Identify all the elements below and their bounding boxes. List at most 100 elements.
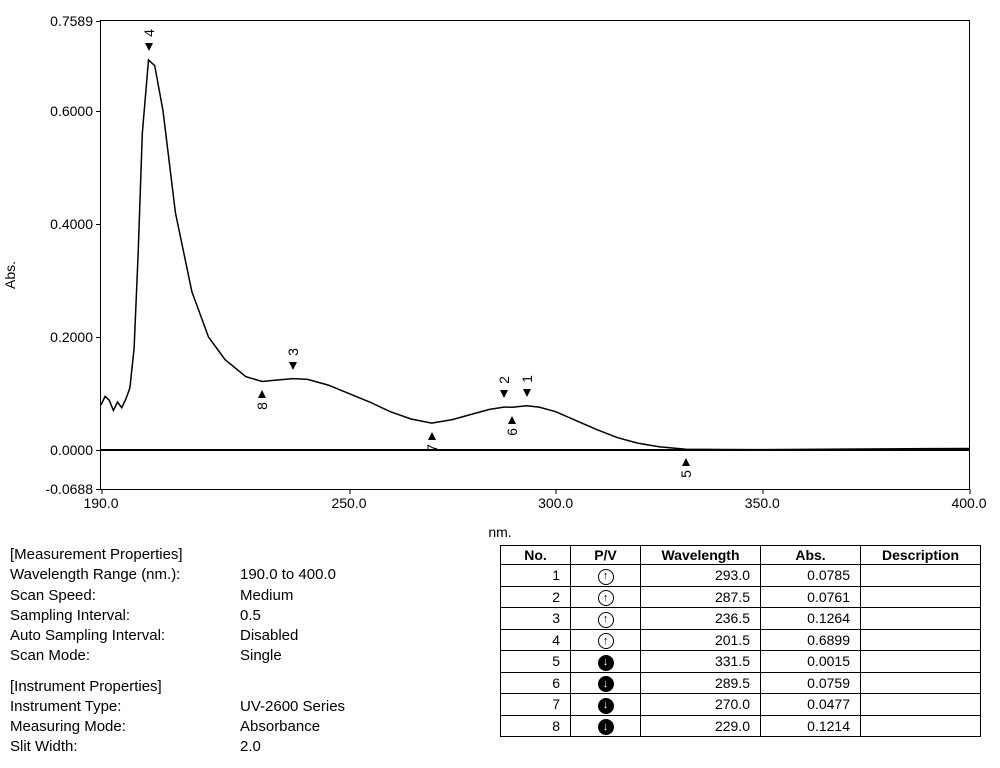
cell-abs: 0.0477 — [761, 694, 861, 716]
y-tick: 0.6000 — [50, 103, 101, 119]
x-tick: 350.0 — [745, 489, 780, 511]
pv-icon: ↓ — [598, 676, 614, 692]
cell-desc — [861, 672, 981, 694]
cell-abs: 0.0759 — [761, 672, 861, 694]
table-header: Wavelength — [641, 546, 761, 565]
properties-panel: [Measurement Properties] Wavelength Rang… — [10, 545, 480, 758]
property-key: Auto Sampling Interval: — [10, 626, 240, 646]
pv-icon: ↑ — [598, 569, 614, 585]
cell-abs: 0.0761 — [761, 586, 861, 608]
y-tick: 0.7589 — [50, 13, 101, 29]
cell-no: 5 — [501, 651, 571, 673]
table-header: Abs. — [761, 546, 861, 565]
cell-wavelength: 287.5 — [641, 586, 761, 608]
cell-abs: 0.0785 — [761, 565, 861, 587]
cell-desc — [861, 565, 981, 587]
cell-desc — [861, 694, 981, 716]
measurement-heading: [Measurement Properties] — [10, 545, 480, 565]
property-value: Medium — [240, 586, 293, 606]
instrument-heading: [Instrument Properties] — [10, 677, 480, 697]
cell-no: 4 — [501, 629, 571, 651]
table-header: Description — [861, 546, 981, 565]
y-tick: 0.4000 — [50, 216, 101, 232]
peak-table: No.P/VWavelengthAbs.Description 1↑293.00… — [500, 545, 981, 737]
cell-pv: ↑ — [571, 629, 641, 651]
cell-pv: ↓ — [571, 694, 641, 716]
property-value: Single — [240, 646, 282, 666]
table-header: No. — [501, 546, 571, 565]
cell-wavelength: 229.0 — [641, 715, 761, 737]
table-row: 6↓289.50.0759 — [501, 672, 981, 694]
cell-desc — [861, 715, 981, 737]
cell-pv: ↑ — [571, 608, 641, 630]
x-axis-label: nm. — [488, 524, 511, 540]
property-key: Instrument Type: — [10, 697, 240, 717]
cell-pv: ↑ — [571, 586, 641, 608]
property-value: 0.5 — [240, 606, 261, 626]
bottom-panel: [Measurement Properties] Wavelength Rang… — [10, 545, 990, 758]
x-tick: 400.0 — [951, 489, 986, 511]
property-row: Measuring Mode:Absorbance — [10, 717, 480, 737]
property-row: Scan Mode:Single — [10, 646, 480, 666]
cell-wavelength: 331.5 — [641, 651, 761, 673]
property-row: Scan Speed:Medium — [10, 586, 480, 606]
cell-no: 3 — [501, 608, 571, 630]
property-value: UV-2600 Series — [240, 697, 345, 717]
y-tick: 0.2000 — [50, 329, 101, 345]
property-key: Slit Width: — [10, 737, 240, 757]
cell-abs: 0.6899 — [761, 629, 861, 651]
property-value: 2.0 — [240, 737, 261, 757]
cell-desc — [861, 608, 981, 630]
pv-icon: ↑ — [598, 590, 614, 606]
y-axis-label: Abs. — [2, 261, 18, 289]
pv-icon: ↑ — [598, 633, 614, 649]
cell-abs: 0.0015 — [761, 651, 861, 673]
cell-desc — [861, 629, 981, 651]
spectrum-chart: Abs. -0.06880.00000.20000.40000.60000.75… — [10, 10, 990, 540]
cell-no: 8 — [501, 715, 571, 737]
table-header: P/V — [571, 546, 641, 565]
cell-pv: ↓ — [571, 651, 641, 673]
table-row: 2 ↑ 287.50.0761 — [501, 586, 981, 608]
cell-pv: ↓ — [571, 715, 641, 737]
property-row: Instrument Type:UV-2600 Series — [10, 697, 480, 717]
table-row: 8 ↓ 229.00.1214 — [501, 715, 981, 737]
property-row: Auto Sampling Interval:Disabled — [10, 626, 480, 646]
cell-desc — [861, 586, 981, 608]
cell-no: 2 — [501, 586, 571, 608]
pv-icon: ↓ — [598, 698, 614, 714]
x-tick: 190.0 — [83, 489, 118, 511]
cell-desc — [861, 651, 981, 673]
plot-frame: -0.06880.00000.20000.40000.60000.7589190… — [100, 20, 970, 490]
cell-no: 7 — [501, 694, 571, 716]
cell-pv: ↑ — [571, 565, 641, 587]
table-row: 5 ↓ 331.50.0015 — [501, 651, 981, 673]
cell-wavelength: 270.0 — [641, 694, 761, 716]
cell-wavelength: 293.0 — [641, 565, 761, 587]
cell-wavelength: 201.5 — [641, 629, 761, 651]
property-key: Scan Mode: — [10, 646, 240, 666]
x-tick: 250.0 — [331, 489, 366, 511]
zero-baseline — [101, 449, 969, 451]
cell-no: 6 — [501, 672, 571, 694]
pv-icon: ↓ — [598, 655, 614, 671]
cell-abs: 0.1264 — [761, 608, 861, 630]
cell-abs: 0.1214 — [761, 715, 861, 737]
cell-pv: ↓ — [571, 672, 641, 694]
property-key: Scan Speed: — [10, 586, 240, 606]
cell-wavelength: 236.5 — [641, 608, 761, 630]
cell-no: 1 — [501, 565, 571, 587]
table-row: 1 ↑ 293.00.0785 — [501, 565, 981, 587]
pv-icon: ↓ — [598, 719, 614, 735]
property-value: Disabled — [240, 626, 298, 646]
property-value: Absorbance — [240, 717, 320, 737]
table-row: 4 ↑ 201.50.6899 — [501, 629, 981, 651]
property-value: 190.0 to 400.0 — [240, 565, 336, 585]
property-key: Sampling Interval: — [10, 606, 240, 626]
spectrum-curve — [101, 21, 969, 489]
pv-icon: ↑ — [598, 612, 614, 628]
table-row: 3 ↑ 236.50.1264 — [501, 608, 981, 630]
x-tick: 300.0 — [538, 489, 573, 511]
y-tick: 0.0000 — [50, 442, 101, 458]
property-row: Slit Width:2.0 — [10, 737, 480, 757]
